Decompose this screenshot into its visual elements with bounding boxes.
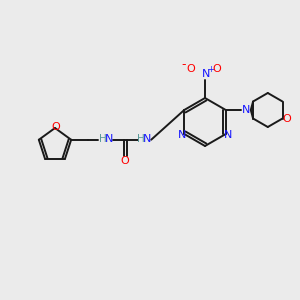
Text: O: O: [187, 64, 195, 74]
Text: N: N: [202, 69, 210, 79]
Text: N: N: [224, 130, 232, 140]
Text: +: +: [208, 64, 214, 74]
Text: N: N: [242, 105, 250, 115]
Text: -: -: [182, 58, 186, 71]
Text: O: O: [52, 122, 60, 132]
Text: O: O: [282, 113, 291, 124]
Text: H: H: [137, 134, 145, 144]
Text: O: O: [121, 156, 130, 166]
Text: H: H: [99, 134, 107, 144]
Text: N: N: [178, 130, 186, 140]
Text: N: N: [105, 134, 113, 144]
Text: N: N: [143, 134, 152, 144]
Text: O: O: [213, 64, 221, 74]
